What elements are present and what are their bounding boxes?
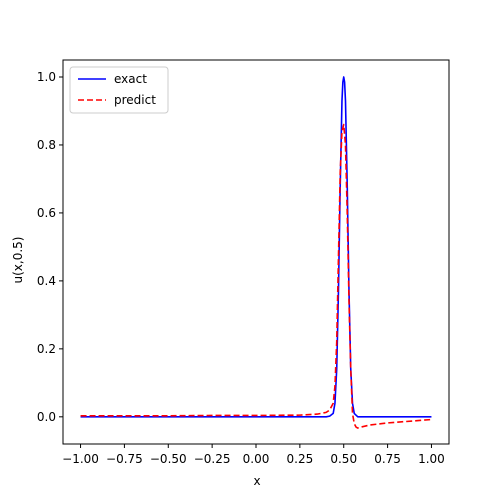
y-axis-ticks: 0.0 0.2 0.4 0.6 0.8 1.0 [37,70,63,424]
series-line-exact [80,76,432,418]
legend: exact predict [69,66,169,114]
y-tick-label: 0.2 [37,342,56,356]
plot-frame [62,59,450,445]
x-tick-label: 0.50 [330,452,357,466]
y-axis-label: u(x,0.5) [11,237,25,284]
y-tick-label: 0.6 [37,206,56,220]
x-tick-label: 0.25 [287,452,314,466]
x-axis-label: x [253,474,260,488]
y-tick-label: 0.8 [37,138,56,152]
plot-area [80,76,432,429]
x-tick-label: −1.00 [62,452,99,466]
x-tick-label: −0.50 [150,452,187,466]
y-tick-label: 1.0 [37,70,56,84]
x-tick-label: −0.25 [194,452,231,466]
legend-label-exact: exact [114,72,147,86]
legend-label-predict: predict [114,93,156,107]
x-axis-ticks: −1.00 −0.75 −0.50 −0.25 0.00 0.25 0.50 0.75 1.00 [62,444,445,466]
x-tick-label: 1.00 [418,452,445,466]
x-tick-label: 0.00 [243,452,270,466]
y-tick-label: 0.0 [37,410,56,424]
x-tick-label: −0.75 [106,452,143,466]
y-tick-label: 0.4 [37,274,56,288]
x-tick-label: 0.75 [374,452,401,466]
